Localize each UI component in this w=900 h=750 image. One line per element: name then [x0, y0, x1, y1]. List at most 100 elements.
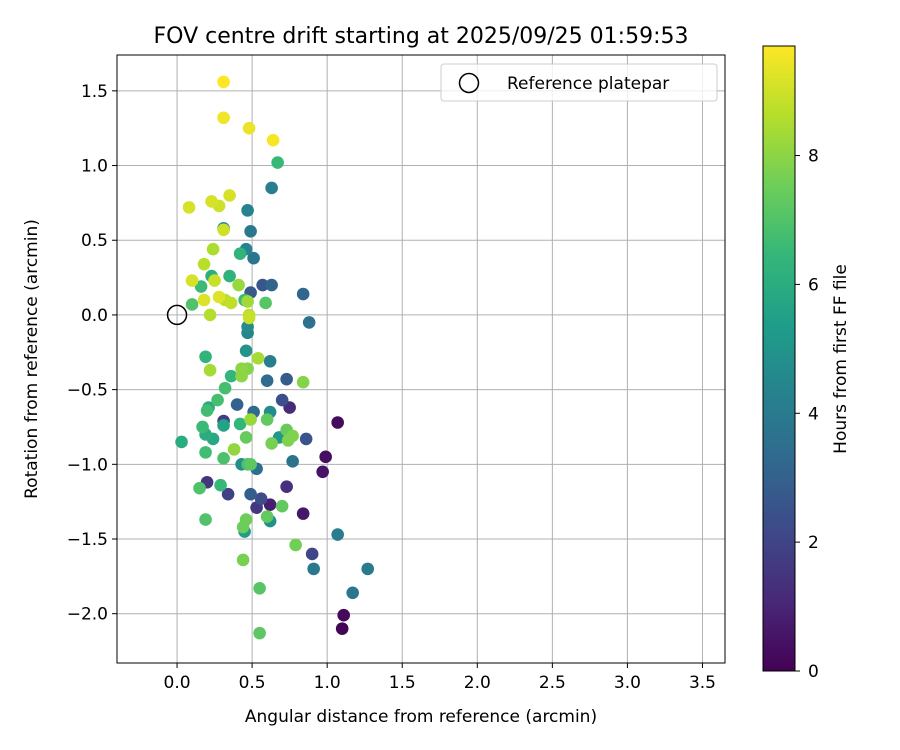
data-point [256, 278, 269, 292]
data-point [211, 393, 224, 407]
data-point [296, 287, 310, 301]
y-axis-ticks: −2.0 −1.5 −1.0 −0.5 0.0 0.5 1.0 1.5 [67, 82, 117, 625]
data-point [299, 432, 313, 446]
colorbar-tick-label: 6 [808, 275, 819, 295]
y-tick-label: 0.5 [81, 231, 108, 251]
data-point [286, 455, 299, 468]
y-tick-label: −1.5 [67, 530, 108, 550]
legend-entry-reference-platepar: Reference platepar [507, 74, 669, 94]
data-point [265, 437, 278, 450]
x-tick-label: 2.5 [539, 673, 566, 693]
data-point [199, 446, 212, 459]
data-point [337, 608, 350, 622]
data-point [346, 586, 359, 600]
data-point [223, 269, 236, 283]
data-point [241, 204, 254, 217]
colorbar-tick-label: 2 [808, 533, 819, 553]
data-point [335, 622, 349, 635]
data-point [260, 413, 274, 426]
data-point [224, 296, 238, 310]
data-point [233, 247, 247, 260]
legend-reference-marker [458, 72, 480, 94]
y-tick-label: 1.0 [81, 157, 108, 177]
data-point [224, 369, 238, 383]
data-point [244, 487, 257, 501]
data-point [200, 404, 214, 417]
data-point [253, 582, 266, 595]
data-point [296, 507, 310, 520]
colorbar-ticks: 0 2 4 6 8 [795, 147, 819, 682]
x-tick-label: 3.0 [614, 673, 641, 693]
x-tick-label: 3.5 [689, 673, 716, 693]
data-point [260, 510, 274, 523]
x-tick-label: 1.5 [389, 673, 416, 693]
data-point [199, 513, 212, 526]
data-point [242, 311, 256, 325]
data-point [236, 520, 250, 534]
data-point [319, 450, 332, 464]
data-point [263, 498, 277, 511]
x-tick-label: 0.0 [164, 673, 191, 693]
data-point [223, 189, 236, 202]
data-point [244, 413, 257, 426]
data-point [289, 538, 302, 552]
colorbar: 0 2 4 6 8 Hours from first FF file [762, 45, 851, 682]
data-point [193, 481, 206, 495]
data-point [185, 298, 199, 311]
data-point [242, 121, 256, 135]
y-gridlines [117, 90, 725, 615]
y-axis-label: Rotation from reference (arcmin) [22, 219, 42, 499]
data-point [203, 363, 217, 377]
data-point [331, 416, 344, 429]
data-point [185, 274, 199, 287]
data-point [206, 242, 220, 256]
data-point [259, 296, 272, 310]
data-point [175, 435, 188, 449]
colorbar-tick-label: 0 [808, 662, 819, 682]
data-point [275, 393, 289, 407]
data-point [361, 562, 375, 576]
x-axis-ticks: 0.0 0.5 1.0 1.5 2.0 2.5 3.0 3.5 [164, 663, 716, 693]
data-point [265, 181, 278, 195]
data-point [197, 293, 211, 307]
data-point [199, 350, 212, 364]
data-point [280, 372, 293, 386]
data-point [266, 133, 280, 147]
data-point [316, 465, 329, 479]
plot-frame [116, 54, 726, 664]
y-tick-label: 0.0 [81, 306, 108, 326]
data-point [251, 351, 265, 365]
data-point [235, 369, 248, 383]
colorbar-label: Hours from first FF file [831, 264, 851, 454]
data-point [265, 278, 278, 292]
legend: Reference platepar [440, 63, 718, 102]
x-tick-label: 1.0 [314, 673, 341, 693]
y-tick-label: −1.0 [67, 455, 108, 475]
data-point [302, 316, 316, 329]
x-gridlines [176, 55, 703, 663]
colorbar-tick-label: 4 [808, 404, 819, 424]
data-point [296, 375, 310, 389]
colorbar-tick-label: 8 [808, 147, 819, 167]
data-point [232, 278, 245, 292]
y-tick-label: 1.5 [81, 82, 108, 102]
data-point [208, 274, 221, 287]
data-point [217, 419, 230, 432]
data-point [247, 251, 260, 265]
y-tick-label: −2.0 [67, 605, 108, 625]
x-axis-label: Angular distance from reference (arcmin) [245, 707, 597, 727]
data-point [271, 156, 284, 169]
legend-box [440, 63, 718, 102]
data-point [221, 487, 235, 501]
data-point [217, 75, 230, 89]
data-point [205, 195, 218, 208]
data-point [217, 111, 230, 125]
data-point [233, 417, 247, 431]
data-point [286, 429, 299, 443]
data-point [217, 223, 230, 237]
data-point [253, 626, 266, 640]
data-point [305, 547, 319, 561]
reference-platepar-marker [166, 304, 188, 326]
data-point [236, 553, 250, 567]
